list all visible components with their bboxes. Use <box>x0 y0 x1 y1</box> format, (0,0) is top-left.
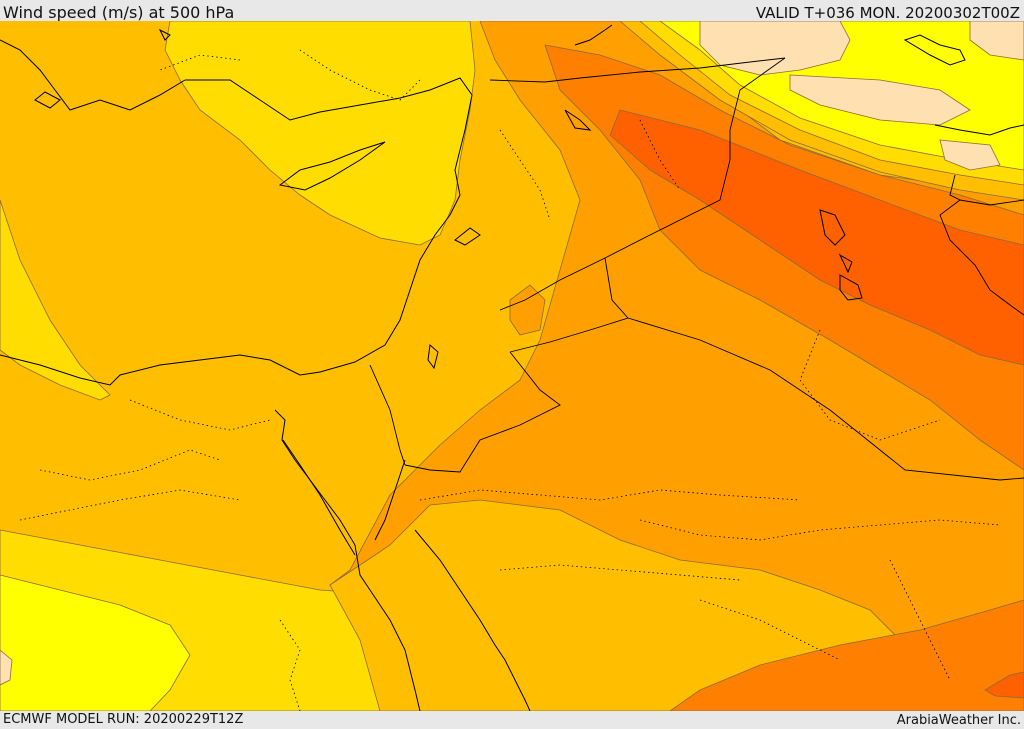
map-canvas <box>0 21 1024 711</box>
map-header: Wind speed (m/s) at 500 hPa VALID T+036 … <box>0 0 1024 22</box>
cream-patch-north-east-4 <box>939 139 1001 171</box>
model-run-label: ECMWF MODEL RUN: 20200229T12Z <box>3 712 244 727</box>
map-title: Wind speed (m/s) at 500 hPa <box>3 3 235 22</box>
wind-speed-map[interactable] <box>0 21 1024 711</box>
dotted-province-lines <box>19 49 1001 711</box>
map-footer: ECMWF MODEL RUN: 20200229T12Z ArabiaWeat… <box>0 711 1024 729</box>
cream-spot-south-west <box>0 649 13 686</box>
cream-patch-north-east-3 <box>969 21 1024 61</box>
valid-time-label: VALID T+036 MON. 20200302T00Z <box>755 4 1020 22</box>
cream-patch-north-east-1 <box>699 21 851 76</box>
cream-patch-north-east-2 <box>789 74 971 126</box>
light-orange-south <box>329 499 901 711</box>
pale-yellow-zone-south-west <box>0 574 191 711</box>
country-borders <box>369 57 1024 481</box>
red-orange-south-east <box>984 671 1024 699</box>
credit-label: ArabiaWeather Inc. <box>896 713 1021 728</box>
coastlines <box>0 24 1024 711</box>
dark-orange-south-east <box>669 599 1024 711</box>
orange-blob-jordan <box>509 284 546 336</box>
red-orange-core <box>609 109 1024 366</box>
